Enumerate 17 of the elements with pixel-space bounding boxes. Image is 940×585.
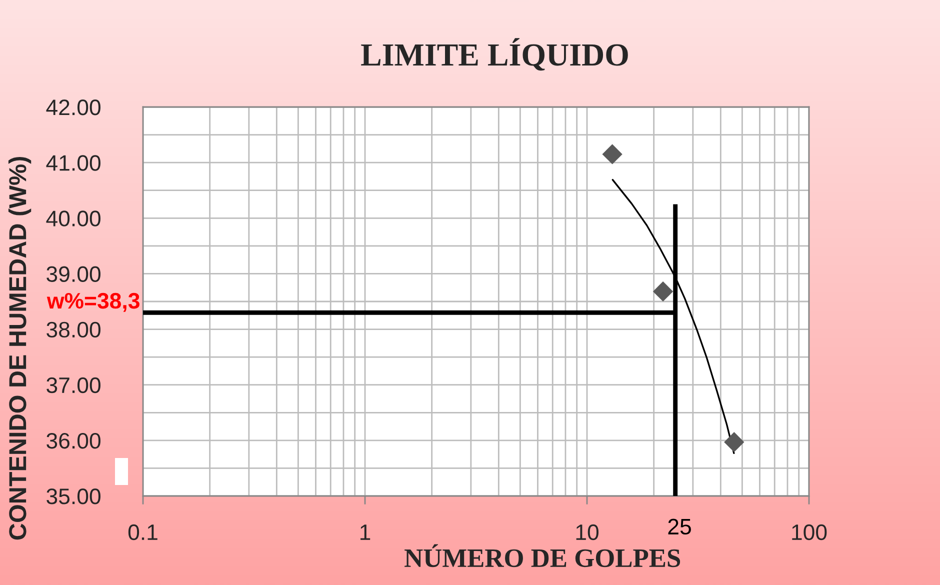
y-tick-label: 42.00 — [46, 100, 100, 116]
y-tick-label: 37.00 — [46, 377, 100, 394]
ref-line-label: w%=38,3 — [46, 292, 140, 312]
x-tick-label: 100 — [792, 524, 827, 540]
y-tick-label: 35.00 — [46, 488, 100, 504]
y-tick-label: 36.00 — [46, 432, 100, 449]
ref-line-label: 25 — [668, 518, 691, 535]
y-tick-label: 41.00 — [46, 155, 100, 171]
y-tick-label: 39.00 — [46, 266, 100, 282]
x-tick-label: 0.1 — [128, 524, 158, 540]
x-tick-label: 10 — [576, 524, 598, 540]
x-axis-title: NÚMERO DE GOLPES — [404, 544, 680, 568]
x-tick-label: 1 — [360, 524, 370, 540]
y-axis-title: CONTENIDO DE HUMEDAD (W%) — [8, 156, 32, 540]
y-tick-label: 38.00 — [46, 322, 100, 338]
chart-title: LIMITE LÍQUIDO — [361, 38, 628, 71]
y-tick-label: 40.00 — [46, 210, 100, 226]
